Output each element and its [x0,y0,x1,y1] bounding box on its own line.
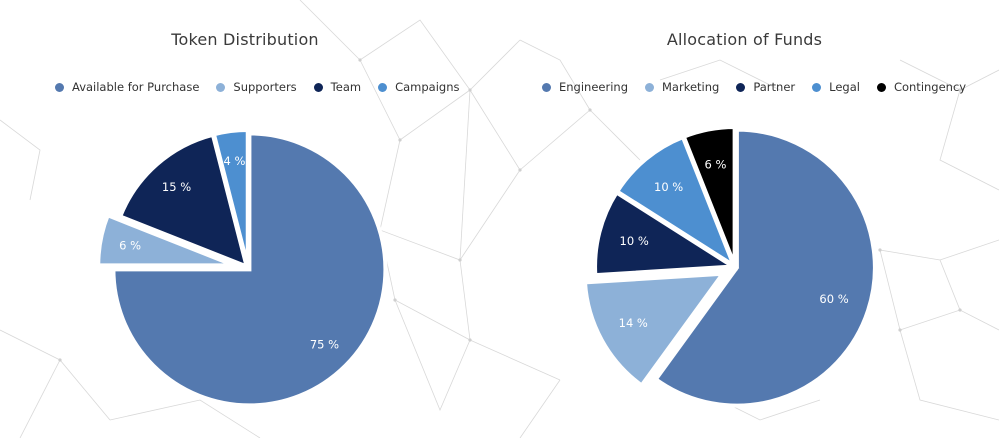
slice-value-label: 14 % [619,316,648,330]
legend-label: Legal [829,80,860,94]
legend-swatch [313,82,323,92]
chart-title: Token Distribution [171,30,319,49]
legend-label: Available for Purchase [72,80,200,94]
legend-item-available-for-purchase[interactable]: Available for Purchase [55,80,199,94]
pie-slice-supporters[interactable] [96,212,235,268]
legend-item-marketing[interactable]: Marketing [645,80,719,94]
pie-slice-engineering[interactable] [652,127,877,408]
legend-swatch [378,82,388,92]
legend-label: Partner [753,80,796,94]
pie-slice-partner[interactable] [593,189,740,278]
token-distribution-panel: Token Distribution Available for Purchas… [0,0,490,438]
legend-swatch [55,82,64,92]
slice-value-label: 4 % [224,154,246,168]
legend-label: Engineering [559,80,628,94]
legend-label: Supporters [233,80,297,94]
pie-chart: 75 % 6 % 15 % 4 % [96,128,388,408]
legend-item-partner[interactable]: Partner [736,80,795,94]
legend-item-engineering[interactable]: Engineering [542,80,628,94]
legend-swatch [876,82,886,92]
legend-item-supporters[interactable]: Supporters [216,80,297,94]
pie-slice-campaigns[interactable] [211,128,250,267]
legend-item-campaigns[interactable]: Campaigns [378,80,459,94]
legend-swatch [216,82,226,92]
chart-legend: Available for Purchase Supporters Team Camp… [55,80,459,94]
pie-slice-team[interactable] [117,132,250,270]
slice-value-label: 6 % [119,238,141,252]
allocation-of-funds-panel: Allocation of Funds Engineering Marketing… [490,0,999,438]
legend-swatch [736,82,746,92]
slice-value-label: 60 % [819,292,848,306]
pie-slice-legal[interactable] [614,134,738,271]
pie-slice-available-for-purchase[interactable] [111,131,388,408]
slice-value-label: 6 % [705,158,727,172]
legend-item-team[interactable]: Team [313,80,362,94]
legend-swatch [645,82,654,92]
legend-label: Contingency [893,80,967,94]
pie-chart: 60 % 14 % 10 % 10 % 6 % [582,125,877,408]
pie-slice-marketing[interactable] [582,271,727,389]
chart-legend: Engineering Marketing Partner Legal Continge… [542,80,966,94]
chart-title: Allocation of Funds [666,30,823,49]
legend-label: Team [330,80,362,94]
slice-value-label: 15 % [162,180,191,194]
legend-swatch [542,82,551,92]
legend-swatch [812,82,822,92]
pie-slice-contingency[interactable] [681,125,737,266]
slice-value-label: 75 % [310,337,339,351]
legend-item-legal[interactable]: Legal [812,80,860,94]
slice-value-label: 10 % [654,180,683,194]
legend-item-contingency[interactable]: Contingency [876,80,967,94]
legend-label: Campaigns [395,80,460,94]
slice-value-label: 10 % [620,234,649,248]
legend-label: Marketing [662,80,720,94]
